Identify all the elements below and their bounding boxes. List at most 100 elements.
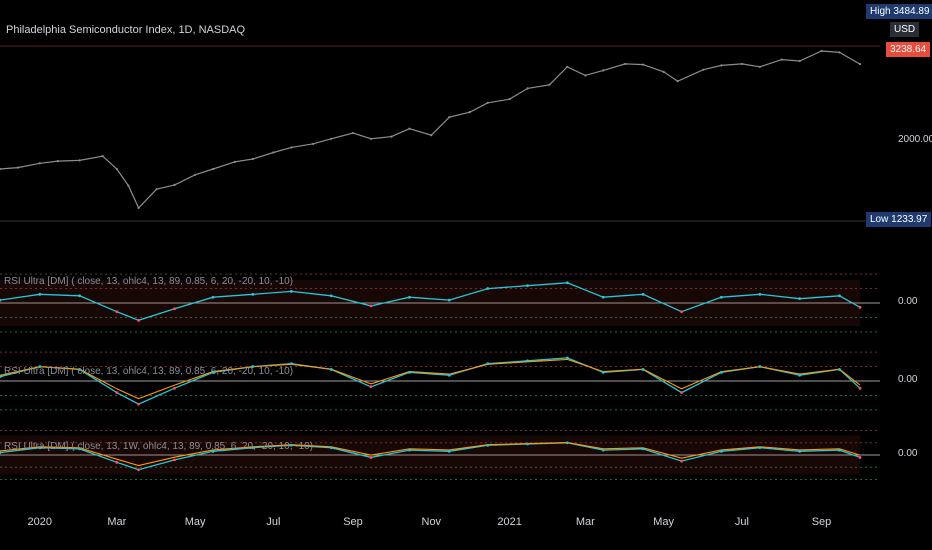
indicator-2-point xyxy=(526,359,529,363)
indicator-2-point xyxy=(0,375,2,379)
indicator-3-zero: 0.00 xyxy=(898,448,918,459)
indicator-1-point xyxy=(719,295,723,299)
price-point xyxy=(676,80,679,83)
price-point xyxy=(16,166,20,169)
indicator-1-point xyxy=(408,295,411,299)
price-point xyxy=(233,160,236,163)
price-point xyxy=(351,131,355,135)
price-point xyxy=(641,63,645,66)
price-point xyxy=(408,127,411,130)
indicator-2-point xyxy=(486,362,490,366)
low-badge: Low 1233.97 xyxy=(866,212,932,227)
indicator-1-line xyxy=(0,282,861,321)
indicator-1-point xyxy=(369,304,373,308)
indicator-2-point xyxy=(38,365,42,368)
indicator-2-point xyxy=(758,365,762,368)
price-point xyxy=(155,188,158,191)
price-point xyxy=(548,83,551,86)
indicator-2-point xyxy=(447,373,451,377)
indicator-3-label[interactable]: RSI Ultra [DM] ( close, 13, 1W, ohlc4, 1… xyxy=(4,441,314,452)
indicator-3-point xyxy=(858,456,862,459)
price-point xyxy=(290,146,293,149)
price-point xyxy=(780,58,783,61)
price-point xyxy=(312,142,315,145)
indicator-2-point xyxy=(289,362,293,366)
indicator-3-point xyxy=(601,448,605,452)
indicator-1-point xyxy=(251,292,255,296)
price-point xyxy=(758,65,761,68)
indicator-1-point xyxy=(78,294,81,298)
price-point xyxy=(127,184,130,187)
price-point xyxy=(858,62,862,66)
x-tick-label: 2020 xyxy=(27,516,53,528)
price-line xyxy=(0,50,861,209)
low-label: Low xyxy=(870,214,889,225)
price-point xyxy=(56,160,59,163)
indicator-3-point xyxy=(758,446,762,450)
price-point xyxy=(584,74,587,77)
indicator-3-point xyxy=(838,448,841,452)
indicator-2-point xyxy=(601,370,605,374)
indicator-3-point xyxy=(641,447,645,451)
price-point xyxy=(448,116,451,119)
indicator-3-point xyxy=(78,447,81,451)
price-point xyxy=(838,51,841,54)
price-point xyxy=(624,62,627,66)
indicator-3-point xyxy=(329,446,333,450)
indicator-1-point xyxy=(137,318,141,322)
high-value: 3484.89 xyxy=(893,6,930,17)
x-tick-label: Jul xyxy=(266,516,281,528)
price-point xyxy=(272,151,275,154)
high-badge: High 3484.89 xyxy=(866,4,932,19)
indicator-2-zero: 0.00 xyxy=(898,374,918,385)
x-tick-label: Mar xyxy=(575,516,595,528)
indicator-2-point xyxy=(78,368,81,371)
indicator-2-point xyxy=(680,391,683,394)
last-price-badge: 3238.64 xyxy=(886,42,931,57)
price-point xyxy=(137,206,140,210)
price-point xyxy=(820,49,823,53)
indicator-3-point xyxy=(251,446,255,450)
indicator-1-point xyxy=(289,290,293,293)
price-point xyxy=(115,167,118,171)
indicator-1-point xyxy=(838,294,841,298)
indicator-3-line xyxy=(0,442,861,471)
indicator-2-point xyxy=(838,368,841,371)
x-tick-label: Jul xyxy=(734,516,749,528)
price-point xyxy=(78,159,81,162)
indicator-2-point xyxy=(211,370,215,374)
indicator-1-label[interactable]: RSI Ultra [DM] ( close, 13, ohlc4, 13, 8… xyxy=(4,276,294,287)
chart-title: Philadelphia Semiconductor Index, 1D, NA… xyxy=(6,24,246,36)
indicator-1-point xyxy=(211,295,215,299)
indicator-3-point xyxy=(565,441,569,445)
indicator-2-label[interactable]: RSI Ultra [DM] ( close, 13, ohlc4, 13, 8… xyxy=(4,366,294,377)
currency-label[interactable]: USD xyxy=(890,22,920,37)
x-tick-label: Mar xyxy=(107,516,127,528)
price-point xyxy=(173,183,176,186)
indicator-2-point xyxy=(858,386,862,390)
indicator-2-point xyxy=(251,365,255,368)
indicator-3-point xyxy=(0,451,2,454)
indicator-2-point xyxy=(369,385,373,389)
indicator-3-signal xyxy=(0,442,861,467)
x-tick-label: May xyxy=(653,516,674,528)
indicator-1-point xyxy=(601,295,605,299)
indicator-3-point xyxy=(289,443,293,447)
price-point xyxy=(430,134,433,137)
indicator-1-point xyxy=(641,292,645,296)
indicator-3-point xyxy=(719,449,723,453)
x-tick-label: Sep xyxy=(343,516,363,528)
x-tick-label: 2021 xyxy=(497,516,522,528)
price-point xyxy=(251,157,254,161)
indicator-1-zero: 0.00 xyxy=(898,296,918,307)
indicator-3-point xyxy=(486,443,490,447)
indicator-2-point xyxy=(115,391,119,394)
indicator-1-point xyxy=(680,310,683,314)
indicator-3-point xyxy=(447,449,451,453)
low-value: 1233.97 xyxy=(891,214,928,225)
price-point xyxy=(211,167,215,171)
indicator-2-point xyxy=(408,370,411,374)
indicator-3-point xyxy=(408,448,411,452)
x-tick-label: May xyxy=(184,516,206,528)
